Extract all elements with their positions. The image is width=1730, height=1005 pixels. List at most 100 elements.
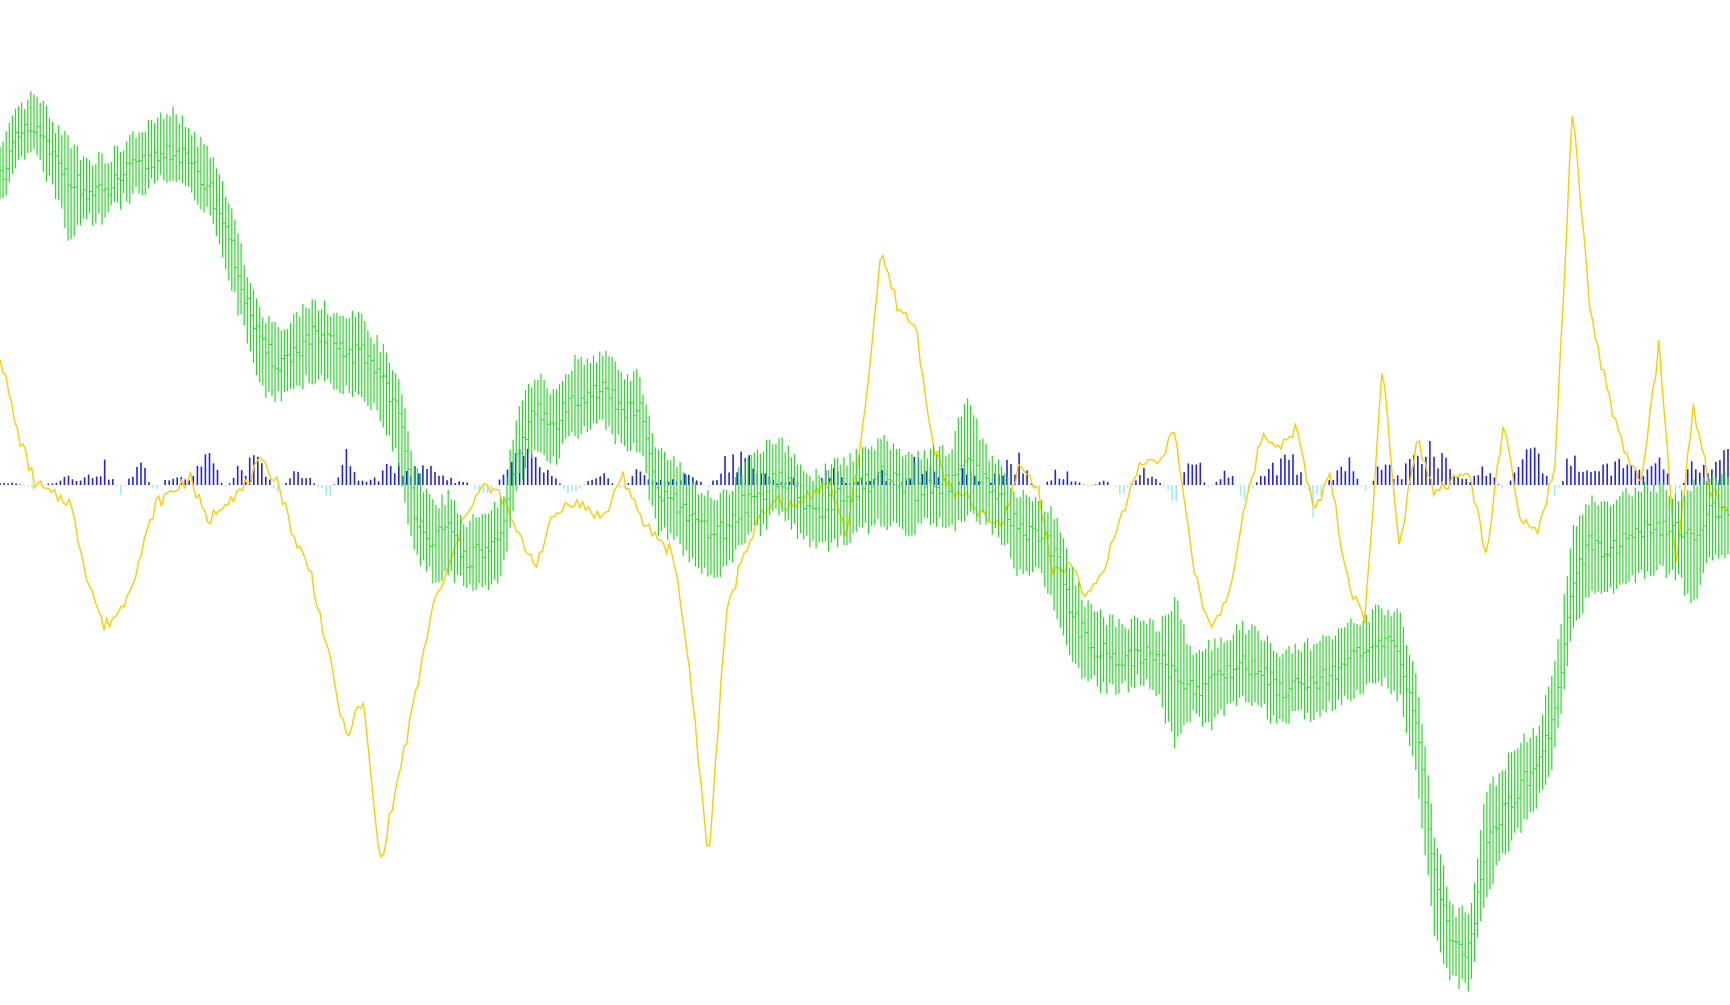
price-bar: [712, 499, 716, 578]
price-bar: [51, 122, 55, 185]
price-bar: [984, 443, 988, 525]
price-bar: [972, 415, 976, 514]
price-bar: [1133, 615, 1136, 688]
price-bar: [861, 447, 864, 528]
price-bar: [128, 134, 132, 205]
price-bar: [1061, 538, 1065, 636]
price-bar: [765, 439, 769, 530]
price-bar: [1074, 585, 1078, 664]
price-bar: [857, 454, 861, 527]
price-bar: [1037, 501, 1041, 569]
price-bar: [1621, 491, 1625, 584]
price-bar: [1544, 694, 1548, 785]
price-bar: [190, 134, 194, 193]
price-bar: [26, 99, 30, 153]
price-bar: [344, 318, 348, 386]
price-bar: [1686, 490, 1690, 594]
price-bar: [258, 306, 262, 383]
price-bar: [307, 308, 311, 383]
price-bar: [1711, 475, 1714, 561]
price-bar: [214, 168, 218, 236]
price-bar: [1550, 676, 1554, 771]
price-bar: [1618, 496, 1622, 585]
price-bar: [180, 115, 184, 183]
price-bar: [1714, 477, 1718, 555]
price-bar: [802, 471, 806, 540]
price-bar: [227, 203, 231, 281]
price-bar: [1704, 481, 1708, 563]
price-bar: [1513, 750, 1517, 833]
price-bar: [626, 374, 629, 452]
price-bar: [823, 463, 827, 542]
price-bar: [1040, 499, 1044, 574]
price-bar: [854, 449, 858, 532]
price-bar: [91, 165, 95, 226]
price-bar: [1401, 626, 1405, 717]
price-bar: [474, 517, 478, 590]
price-bar: [1537, 725, 1541, 793]
price-bar: [1689, 491, 1693, 603]
price-bar: [267, 316, 271, 392]
price-bar: [1089, 604, 1093, 680]
price-bar: [465, 526, 469, 588]
price-bar: [1643, 481, 1646, 579]
price-bar: [443, 505, 447, 571]
price-bar: [1145, 623, 1149, 679]
price-bar: [1278, 657, 1282, 719]
price-bar: [517, 406, 521, 474]
price-bar: [644, 404, 648, 474]
price-bar: [332, 313, 336, 390]
price-bar: [483, 513, 487, 586]
price-bar: [1018, 497, 1022, 570]
price-bar: [335, 312, 339, 390]
price-bar: [301, 304, 305, 390]
price-bar: [1445, 886, 1449, 969]
price-bar: [987, 460, 991, 521]
price-bar: [1303, 642, 1306, 720]
price-bar: [1114, 626, 1118, 695]
price-bar: [350, 310, 354, 397]
price-bar: [700, 493, 704, 574]
price-bar: [493, 501, 497, 580]
price-bar: [1726, 476, 1730, 554]
price-bar: [425, 488, 429, 572]
price-bar: [366, 330, 370, 406]
price-bar: [428, 494, 432, 567]
price-bar: [1262, 640, 1266, 705]
price-bar: [208, 157, 212, 216]
price-bar: [1420, 724, 1424, 829]
price-bar: [919, 459, 923, 524]
price-bar: [261, 317, 265, 386]
price-bar: [1340, 628, 1344, 705]
price-bar: [1160, 616, 1164, 707]
price-bar: [842, 457, 846, 545]
price-bar: [935, 453, 939, 527]
price-bar: [1111, 614, 1115, 685]
price-bar: [610, 356, 614, 435]
price-bar: [938, 446, 942, 518]
price-bar: [697, 494, 701, 568]
price-bar: [100, 153, 104, 225]
price-bar: [814, 468, 818, 549]
price-bar: [1581, 514, 1585, 614]
price-bar: [839, 464, 843, 535]
price-bar: [746, 457, 750, 535]
price-bar: [397, 379, 401, 467]
price-bar: [530, 387, 534, 459]
price-bar: [1448, 900, 1452, 981]
price-bar: [502, 496, 506, 560]
price-bar: [1105, 624, 1109, 694]
price-bar: [375, 334, 379, 411]
price-bar: [1596, 505, 1600, 592]
price-bar: [1463, 912, 1467, 983]
price-bar: [1080, 599, 1084, 679]
price-bar: [1519, 742, 1523, 833]
price-bar: [907, 452, 911, 537]
price-bar: [304, 307, 308, 375]
price-bar: [1451, 904, 1455, 976]
price-bar: [1299, 651, 1303, 710]
price-bar: [1253, 626, 1257, 702]
price-bar: [437, 508, 441, 583]
price-bar: [1476, 858, 1480, 938]
